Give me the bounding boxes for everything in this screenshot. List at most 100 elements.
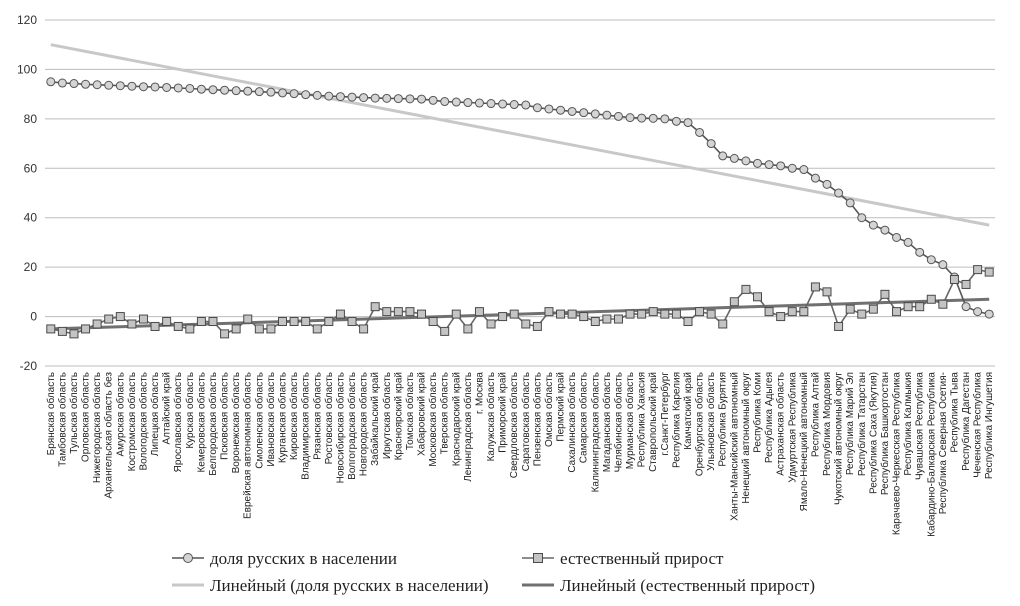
y-tick-label: -20 bbox=[20, 359, 38, 373]
legend-label: Линейный (доля русских в населении) bbox=[210, 576, 489, 595]
growth-point bbox=[220, 329, 230, 339]
growth-point bbox=[301, 317, 311, 327]
growth-point bbox=[880, 289, 890, 299]
share-point bbox=[173, 83, 183, 93]
growth-point bbox=[984, 267, 994, 277]
trendline-share bbox=[50, 43, 990, 227]
x-tick-label: Краснодарский край bbox=[451, 372, 462, 466]
share-point bbox=[104, 80, 114, 90]
x-tick-label: Владимирская область bbox=[300, 372, 312, 480]
growth-point bbox=[915, 302, 925, 312]
share-point bbox=[579, 108, 589, 118]
share-point bbox=[115, 81, 125, 91]
growth-point bbox=[92, 319, 102, 329]
growth-point bbox=[718, 319, 728, 329]
growth-point bbox=[335, 309, 345, 319]
growth-point bbox=[637, 309, 647, 319]
growth-point bbox=[706, 309, 716, 319]
x-tick-label: Псковская область bbox=[219, 372, 231, 460]
x-tick-label: Белгородская область bbox=[207, 372, 219, 476]
x-tick-label: Курская область bbox=[184, 372, 196, 449]
growth-point bbox=[741, 284, 751, 294]
x-tick-label: Республика Бурятия bbox=[717, 372, 729, 467]
x-tick-label: Воронежская область bbox=[230, 372, 242, 473]
growth-point bbox=[903, 302, 913, 312]
x-tick-label: Архангельская область без bbox=[103, 372, 115, 499]
growth-point bbox=[671, 309, 681, 319]
growth-point bbox=[417, 309, 427, 319]
legend-marker bbox=[183, 553, 193, 563]
growth-point bbox=[57, 326, 67, 336]
share-point bbox=[915, 247, 925, 257]
growth-point bbox=[451, 309, 461, 319]
growth-point bbox=[602, 314, 612, 324]
share-point bbox=[984, 309, 994, 319]
share-point bbox=[509, 100, 519, 110]
x-tick-label: Иркутская область bbox=[381, 372, 393, 459]
x-tick-label: Оренбургская область bbox=[694, 372, 706, 476]
growth-point bbox=[498, 312, 508, 322]
share-point bbox=[822, 179, 832, 189]
share-point bbox=[845, 198, 855, 208]
share-point bbox=[741, 156, 751, 166]
x-tick-label: Ленинградская область bbox=[462, 372, 474, 482]
x-tick-label: Республика Карелия bbox=[670, 372, 682, 468]
share-point bbox=[625, 113, 635, 123]
growth-point bbox=[278, 317, 287, 327]
growth-point bbox=[127, 319, 137, 329]
growth-point bbox=[486, 319, 496, 329]
growth-point bbox=[393, 307, 403, 317]
growth-point bbox=[567, 309, 577, 319]
x-tick-label: Челябинская область bbox=[612, 372, 624, 472]
growth-point bbox=[926, 294, 936, 304]
share-point bbox=[880, 225, 890, 235]
share-point bbox=[220, 85, 230, 95]
x-tick-label: Ставропольский край bbox=[648, 372, 659, 472]
x-tick-label: Калининградская область bbox=[589, 372, 601, 492]
x-tick-label: Липецкая область bbox=[149, 372, 161, 456]
share-point bbox=[451, 97, 461, 107]
growth-point bbox=[810, 282, 820, 292]
share-point bbox=[729, 153, 739, 163]
legend-trend-share: Линейный (доля русских в населении) bbox=[172, 576, 489, 595]
share-point bbox=[602, 110, 612, 120]
share-point bbox=[428, 95, 438, 105]
x-tick-label: Вологодская область bbox=[137, 372, 149, 471]
legend-marker bbox=[533, 553, 543, 563]
growth-point bbox=[949, 275, 959, 284]
growth-point bbox=[150, 321, 160, 331]
x-tick-label: Тверская область bbox=[439, 372, 451, 454]
x-tick-label: Республика Татарстан bbox=[856, 372, 868, 476]
x-tick-label: Нижегородская область bbox=[91, 372, 103, 483]
y-tick-label: 0 bbox=[30, 310, 37, 324]
x-tick-label: Алтайский край bbox=[162, 372, 173, 445]
growth-point bbox=[231, 324, 241, 334]
share-point bbox=[834, 188, 844, 198]
share-point bbox=[718, 151, 728, 161]
x-tick-label: Ненецкий автономный округ bbox=[741, 372, 752, 504]
share-point bbox=[486, 99, 496, 109]
share-point bbox=[289, 89, 299, 99]
share-point bbox=[648, 113, 658, 123]
share-point bbox=[138, 82, 148, 92]
growth-point bbox=[428, 317, 438, 327]
growth-point bbox=[81, 324, 91, 334]
x-tick-label: Республика Саха (Якутия) bbox=[867, 372, 879, 494]
x-tick-label: Мурманская область bbox=[624, 372, 636, 469]
growth-point bbox=[138, 314, 148, 324]
x-tick-label: Астраханская область bbox=[775, 372, 787, 476]
growth-point bbox=[799, 307, 809, 317]
x-tick-label: Ямало-Ненецкий автономный bbox=[799, 372, 810, 511]
share-point bbox=[46, 77, 56, 87]
growth-point bbox=[196, 317, 206, 327]
x-tick-label: Еврейская автономная область bbox=[242, 372, 254, 519]
x-tick-label: Республика Мордовия bbox=[821, 372, 833, 476]
share-point bbox=[370, 93, 380, 103]
gridlines bbox=[45, 19, 995, 367]
growth-point bbox=[208, 317, 218, 327]
growth-point bbox=[695, 307, 705, 317]
x-tick-label: Калужская область bbox=[485, 372, 497, 461]
series-line-share bbox=[50, 81, 990, 315]
x-tick-label: Республика Башкортостан bbox=[879, 372, 891, 495]
